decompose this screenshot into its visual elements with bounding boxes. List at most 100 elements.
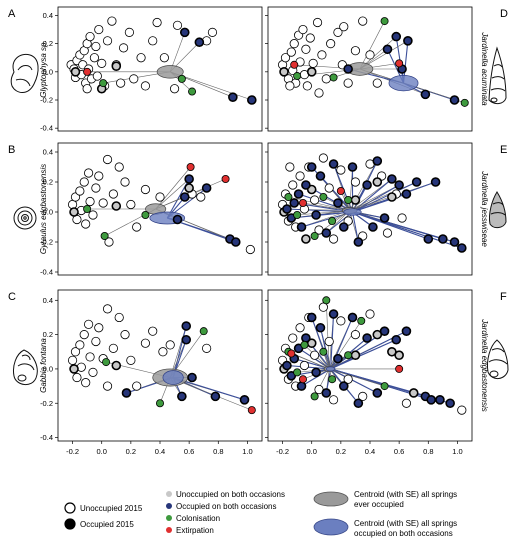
site-point-unoccupied <box>94 171 104 181</box>
site-point-occupied-both <box>338 381 349 391</box>
site-point-occupied-both <box>228 92 238 102</box>
site-point-unoccupied <box>81 219 91 229</box>
site-point-occupied-both <box>401 326 412 336</box>
site-point-extirpation <box>83 67 92 76</box>
y-tick-label: -0.4 <box>40 124 53 133</box>
site-point-colonisation <box>177 74 186 83</box>
site-point-occupied-both <box>411 177 422 187</box>
site-point-occupied-both <box>372 156 383 166</box>
plot-area <box>66 16 257 105</box>
species-label: Jardinella edgbastonensis <box>480 318 489 412</box>
site-point-extirpation <box>395 364 404 373</box>
site-point-colonisation <box>322 296 331 305</box>
site-point-occupied-both <box>403 36 413 46</box>
x-tick-label: 0.0 <box>306 447 316 456</box>
y-tick-label: -0.2 <box>40 238 53 247</box>
site-point-colonisation <box>188 87 197 96</box>
site-point-occupied-both <box>201 183 212 193</box>
site-point-colonisation <box>357 316 366 325</box>
site-point-occupied-both <box>179 27 190 38</box>
site-point-colonisation <box>293 368 302 377</box>
site-point-unoccupied-both <box>394 350 404 361</box>
site-point-unoccupied <box>358 16 368 26</box>
site-point-occupied-both <box>296 222 307 232</box>
spoke-all <box>302 202 350 211</box>
site-point-colonisation <box>300 340 309 349</box>
site-point-occupied-both <box>347 162 358 172</box>
snail-icon-b <box>13 206 37 230</box>
site-point-occupied-both <box>333 353 343 364</box>
centroid-occupied-both <box>162 370 184 385</box>
spoke-all <box>359 20 385 70</box>
plot-frame <box>267 6 473 132</box>
site-point-occupied-both <box>315 322 326 333</box>
site-point-unoccupied-both <box>372 177 383 187</box>
site-point-occupied-both <box>382 44 393 55</box>
site-point-unoccupied <box>94 24 104 35</box>
site-point-unoccupied <box>196 192 206 202</box>
site-point-unoccupied-both <box>408 388 419 398</box>
site-point-unoccupied <box>92 71 102 81</box>
site-point-occupied-both <box>194 37 205 48</box>
site-point-occupied-both <box>347 312 358 323</box>
legend-label-extirpation: Extirpation <box>176 526 214 535</box>
site-point-unoccupied <box>336 316 346 326</box>
plot-frame <box>57 142 263 276</box>
site-point-unoccupied-both <box>69 364 79 374</box>
site-point-unoccupied <box>126 355 136 365</box>
site-point-occupied-both <box>438 234 448 244</box>
x-tick-label: 0.6 <box>184 447 194 456</box>
site-point-unoccupied <box>148 326 158 336</box>
site-point-unoccupied <box>79 177 89 187</box>
site-point-unoccupied <box>88 210 98 220</box>
site-point-occupied-both <box>391 31 402 42</box>
panel-letter: D <box>500 8 508 20</box>
site-point-occupied-both <box>430 177 441 187</box>
panel-d: D Jardinella acuminata <box>265 6 508 132</box>
panel-letter: A <box>8 8 16 20</box>
species-label: Jardinella acuminata <box>480 31 489 106</box>
site-point-occupied-both <box>177 391 187 402</box>
site-point-unoccupied <box>108 189 118 199</box>
site-point-unoccupied <box>321 74 331 84</box>
site-point-occupied-both <box>247 95 257 105</box>
site-point-unoccupied-both <box>69 207 79 217</box>
site-point-colonisation <box>99 79 108 88</box>
site-point-unoccupied <box>401 398 412 408</box>
y-tick-label: -0.2 <box>40 399 53 408</box>
legend-marker-centroid-ever <box>313 491 349 507</box>
spoke-all <box>155 166 191 210</box>
x-tick-label: 0.2 <box>336 447 346 456</box>
legend-label-occupied-both: Occupied on both occasions <box>176 502 277 511</box>
site-point-occupied-both <box>445 398 455 409</box>
y-tick-label: 0.2 <box>43 330 53 339</box>
site-point-unoccupied <box>295 323 305 333</box>
site-point-unoccupied <box>326 39 336 49</box>
site-point-unoccupied <box>120 330 130 340</box>
legend-marker-unoccupied-2015 <box>64 502 76 514</box>
site-point-unoccupied <box>132 381 142 391</box>
site-point-unoccupied <box>343 78 353 88</box>
panel-e: E Jardinella jesswiseae <box>265 142 507 276</box>
y-tick-label: -0.4 <box>40 268 53 277</box>
spoke-all <box>329 368 385 387</box>
x-tick-label: -0.2 <box>66 447 79 456</box>
site-point-occupied-both <box>401 189 412 199</box>
site-point-unoccupied <box>280 53 291 63</box>
site-point-unoccupied <box>88 367 98 377</box>
site-point-unoccupied <box>116 78 126 88</box>
y-tick-label: 0.4 <box>43 11 53 20</box>
site-point-extirpation <box>395 59 404 68</box>
site-point-occupied-both <box>362 333 372 343</box>
site-point-unoccupied <box>84 168 94 178</box>
site-point-unoccupied <box>124 27 134 37</box>
site-point-unoccupied <box>310 195 320 205</box>
plot-frame <box>57 289 263 442</box>
snail-icon-a <box>10 53 39 93</box>
site-point-colonisation <box>319 192 328 201</box>
snail-icon-c <box>13 349 38 385</box>
legend-label-unoccupied-2015: Unoccupied 2015 <box>80 504 143 513</box>
site-point-occupied-both <box>315 171 326 181</box>
site-point-unoccupied <box>382 228 393 238</box>
site-point-colonisation <box>344 195 353 204</box>
